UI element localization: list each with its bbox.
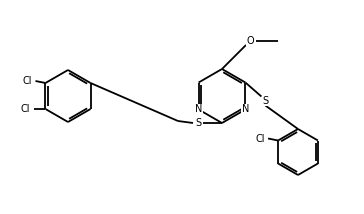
- Text: S: S: [195, 118, 201, 128]
- Text: Cl: Cl: [255, 134, 265, 144]
- Text: N: N: [195, 104, 202, 114]
- Text: Cl: Cl: [21, 104, 30, 114]
- Text: S: S: [262, 95, 268, 106]
- Text: N: N: [242, 104, 249, 114]
- Text: Cl: Cl: [23, 76, 32, 86]
- Text: O: O: [246, 36, 254, 46]
